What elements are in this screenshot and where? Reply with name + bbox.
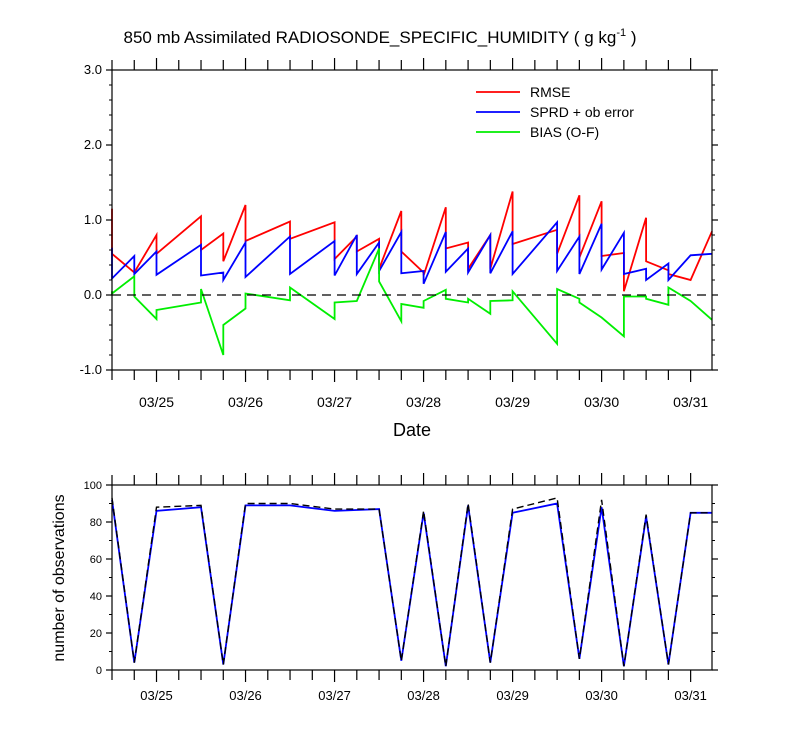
top-y-tick-label: 1.0 bbox=[84, 212, 102, 227]
bottom-series-group bbox=[111, 497, 712, 667]
chart-title-end: ) bbox=[626, 28, 636, 47]
bottom-x-tick-label: 03/26 bbox=[229, 688, 262, 703]
top-legend: RMSE SPRD + ob error BIAS (O-F) bbox=[476, 84, 634, 140]
top-x-tick-label: 03/26 bbox=[228, 394, 263, 410]
top-series-line-0 bbox=[111, 191, 713, 292]
chart-title: 850 mb Assimilated RADIOSONDE_SPECIFIC_H… bbox=[124, 27, 637, 47]
bottom-y-tick-label: 60 bbox=[90, 554, 102, 566]
top-x-tick-label: 03/31 bbox=[673, 394, 708, 410]
legend-label-2: BIAS (O-F) bbox=[530, 124, 599, 140]
bottom-y-tick-label: 40 bbox=[90, 591, 102, 603]
x-axis-title: Date bbox=[393, 420, 431, 440]
top-x-tick-label: 03/30 bbox=[584, 394, 619, 410]
top-chart: -1.0 0.0 1.0 2.0 3.0 03/25 03/26 03/27 03/28 03/2… bbox=[80, 58, 718, 440]
top-series-group bbox=[111, 191, 713, 356]
top-series-line-2 bbox=[111, 248, 713, 356]
top-y-tick-label: 2.0 bbox=[84, 137, 102, 152]
bottom-x-tick-label: 03/31 bbox=[674, 688, 707, 703]
bottom-x-tick-label: 03/29 bbox=[496, 688, 529, 703]
top-axes: -1.0 0.0 1.0 2.0 3.0 03/25 03/26 03/27 03/28 03/2… bbox=[80, 58, 718, 410]
legend-label-0: RMSE bbox=[530, 84, 570, 100]
legend-label-1: SPRD + ob error bbox=[530, 104, 634, 120]
bottom-plot-frame bbox=[111, 484, 713, 671]
top-y-tick-label: 0.0 bbox=[84, 287, 102, 302]
bottom-series-line-1 bbox=[111, 497, 712, 667]
bottom-x-tick-label: 03/28 bbox=[407, 688, 440, 703]
chart-title-main: 850 mb Assimilated RADIOSONDE_SPECIFIC_H… bbox=[124, 28, 617, 47]
bottom-x-tick-label: 03/25 bbox=[140, 688, 173, 703]
bottom-axes: 0 20 40 60 80 100 03/25 03/26 03/27 03/28 03/29 03/… bbox=[84, 473, 718, 703]
top-y-tick-label: -1.0 bbox=[80, 362, 102, 377]
y-axis-title-observations: number of observations bbox=[51, 494, 68, 661]
top-plot-frame bbox=[111, 69, 713, 371]
bottom-x-tick-label: 03/27 bbox=[318, 688, 351, 703]
bottom-y-tick-label: 20 bbox=[90, 628, 102, 640]
bottom-y-tick-label: 100 bbox=[84, 480, 102, 492]
top-series-line-1 bbox=[111, 219, 713, 285]
bottom-x-tick-label: 03/30 bbox=[585, 688, 618, 703]
top-x-tick-label: 03/28 bbox=[406, 394, 441, 410]
chart-title-superscript: -1 bbox=[616, 27, 626, 39]
bottom-y-tick-label: 0 bbox=[96, 665, 102, 677]
top-x-tick-label: 03/29 bbox=[495, 394, 530, 410]
bottom-y-tick-label: 80 bbox=[90, 517, 102, 529]
top-x-tick-label: 03/27 bbox=[317, 394, 352, 410]
bottom-chart: 0 20 40 60 80 100 03/25 03/26 03/27 03/28 03/29 03/… bbox=[51, 473, 718, 703]
top-y-tick-label: 3.0 bbox=[84, 62, 102, 77]
top-x-tick-label: 03/25 bbox=[139, 394, 174, 410]
bottom-series-line-0 bbox=[111, 499, 712, 667]
